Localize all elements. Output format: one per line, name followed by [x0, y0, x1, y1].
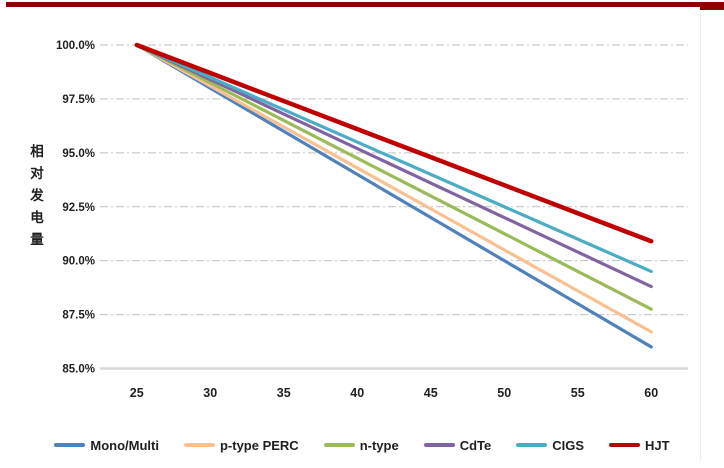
x-tick-label: 40	[350, 386, 364, 400]
series-line-cdte	[135, 43, 653, 289]
top-banner-end-cap	[700, 2, 724, 10]
x-tick-label: 55	[571, 386, 585, 400]
y-axis-title-char: 电	[30, 210, 44, 225]
legend-label: CdTe	[459, 437, 492, 453]
legend-item-n-type: n-type	[323, 437, 399, 453]
y-tick-label: 85.0%	[62, 364, 95, 376]
line-chart: 100.0% 97.5% 95.0% 92.5% 90.0% 87.5% 85.0% 25 30…	[56, 40, 688, 400]
y-tick-label: 92.5%	[62, 202, 95, 214]
legend-swatch-mono-multi-icon	[54, 443, 86, 447]
legend-label: CIGS	[552, 437, 585, 453]
legend-swatch-n-type-icon	[323, 443, 355, 447]
series-line-p-type-perc	[135, 43, 653, 334]
legend-swatch-cigs-icon	[516, 443, 548, 447]
x-tick-label: 30	[203, 386, 217, 400]
y-axis-title-char: 发	[30, 188, 44, 203]
right-edge-divider	[700, 12, 701, 460]
legend-swatch-hjt-icon	[609, 442, 641, 448]
x-tick-label: 60	[644, 386, 658, 400]
legend-label: Mono/Multi	[90, 437, 159, 453]
series-line-hjt	[134, 42, 654, 244]
y-axis-title-char: 对	[30, 166, 44, 181]
y-axis-title: 相对发电量	[27, 141, 47, 251]
x-tick-label: 35	[277, 386, 291, 400]
legend-item-p-type-perc: p-type PERC	[183, 437, 299, 453]
legend-swatch-p-type-perc-icon	[183, 443, 215, 447]
series-line-cigs	[135, 43, 653, 274]
legend-label: n-type	[359, 437, 399, 453]
y-tick-label: 97.5%	[62, 94, 95, 106]
legend-label: p-type PERC	[219, 437, 299, 453]
y-tick-label: 87.5%	[62, 310, 95, 322]
series-line-n-type	[135, 43, 653, 311]
x-tick-label: 25	[130, 386, 144, 400]
legend-item-mono-multi: Mono/Multi	[54, 438, 159, 453]
y-tick-label: 90.0%	[62, 256, 95, 268]
y-axis-title-char: 相	[30, 144, 44, 159]
series-line-mono-multi	[135, 43, 653, 349]
legend-item-cigs: CIGS	[516, 438, 584, 453]
legend-item-cdte: CdTe	[423, 437, 492, 453]
x-tick-label: 45	[424, 386, 438, 400]
legend-item-hjt: HJT	[609, 438, 670, 453]
y-axis-title-char: 量	[30, 232, 44, 247]
legend-label: HJT	[645, 437, 670, 453]
chart-legend: Mono/Multi p-type PERC n-type CdTe CIGS HJT	[0, 434, 724, 456]
y-tick-label: 100.0%	[56, 40, 95, 52]
y-tick-label: 95.0%	[62, 148, 95, 160]
legend-swatch-cdte-icon	[423, 443, 455, 447]
x-tick-label: 50	[497, 386, 511, 400]
top-banner-bar	[6, 2, 701, 7]
